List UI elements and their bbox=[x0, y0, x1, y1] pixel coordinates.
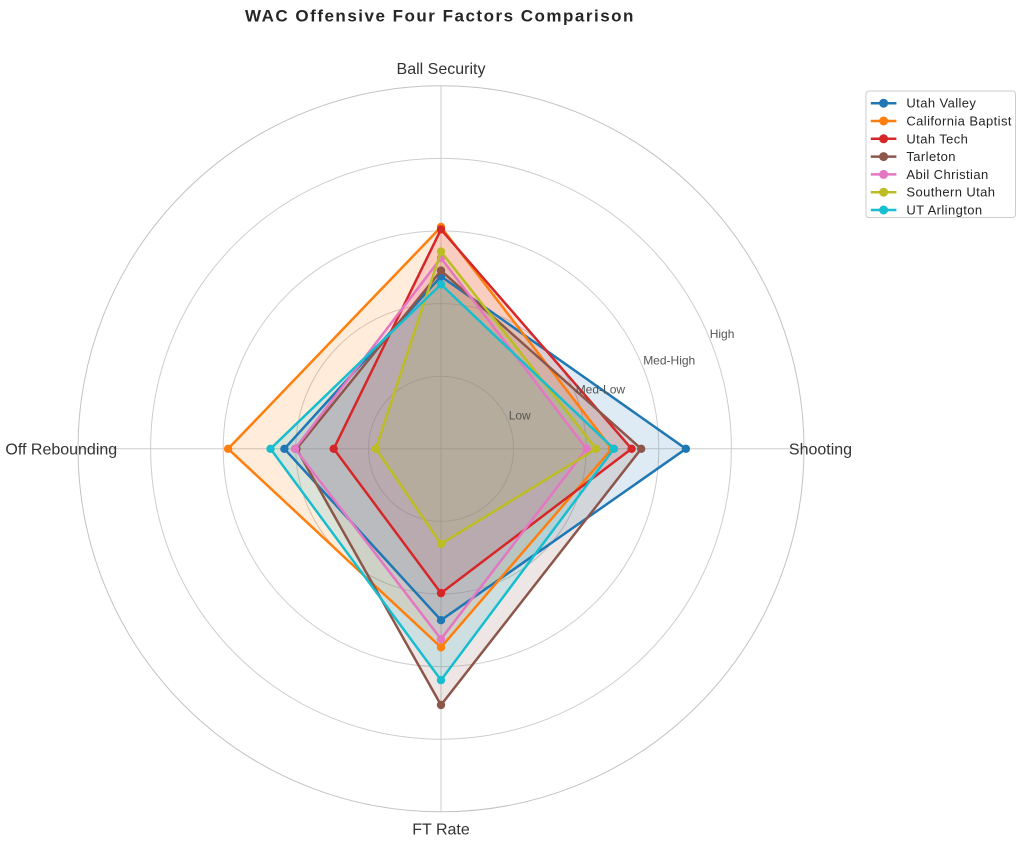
svg-text:California Baptist: California Baptist bbox=[906, 114, 1011, 129]
svg-text:High: High bbox=[710, 327, 735, 341]
svg-text:Med-Low: Med-Low bbox=[576, 382, 626, 396]
svg-text:Shooting: Shooting bbox=[789, 441, 852, 458]
svg-text:Tarleton: Tarleton bbox=[906, 149, 955, 164]
svg-text:Low: Low bbox=[509, 408, 531, 422]
svg-text:WAC Offensive Four Factors Com: WAC Offensive Four Factors Comparison bbox=[245, 7, 635, 26]
svg-text:Off Rebounding: Off Rebounding bbox=[5, 441, 117, 458]
svg-text:Med-High: Med-High bbox=[643, 354, 695, 368]
svg-text:UT Arlington: UT Arlington bbox=[906, 203, 982, 218]
svg-text:Ball Security: Ball Security bbox=[397, 61, 486, 78]
svg-text:Abil Christian: Abil Christian bbox=[906, 167, 988, 182]
svg-text:Southern Utah: Southern Utah bbox=[906, 185, 995, 200]
svg-text:Utah Valley: Utah Valley bbox=[906, 96, 976, 111]
svg-text:Utah Tech: Utah Tech bbox=[906, 131, 968, 146]
svg-text:FT Rate: FT Rate bbox=[412, 821, 470, 838]
